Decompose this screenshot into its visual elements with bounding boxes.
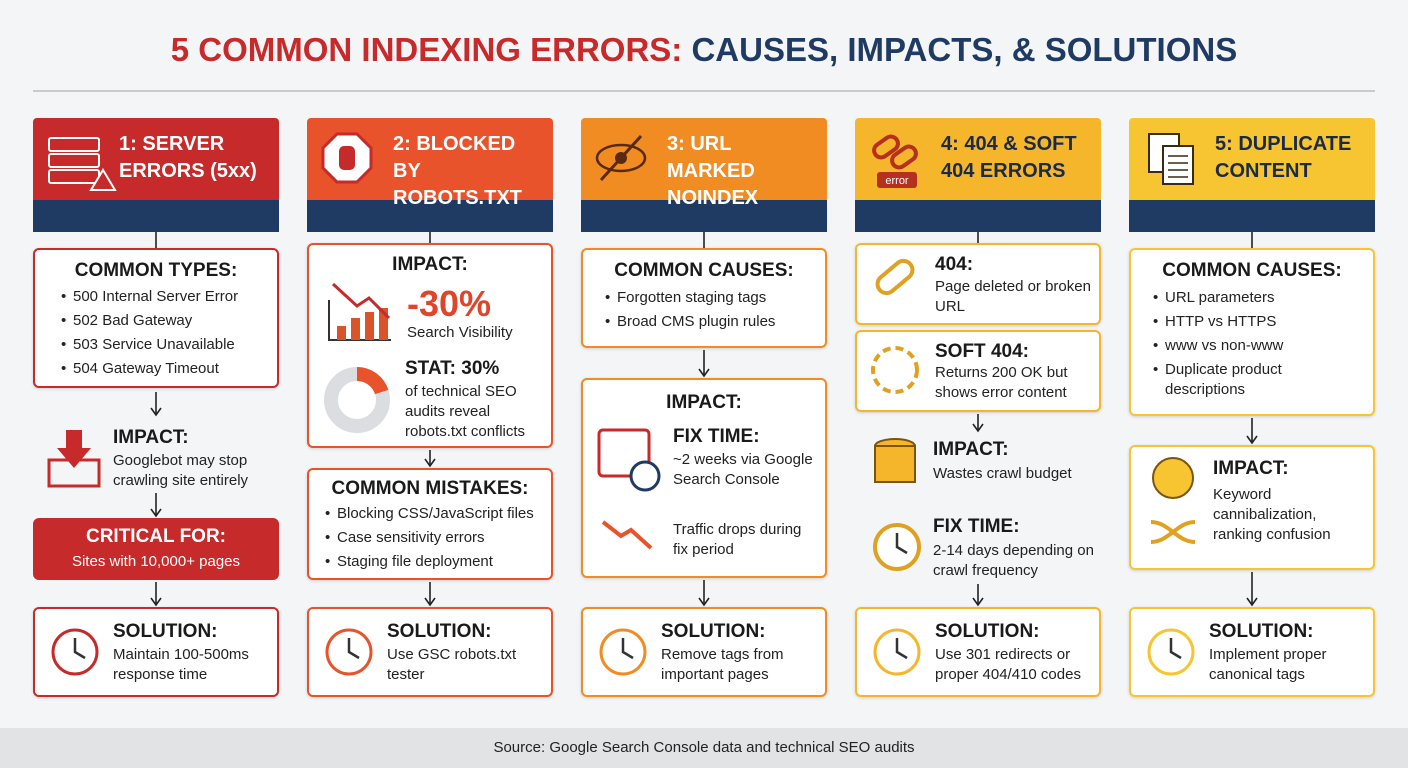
section-heading: COMMON CAUSES: bbox=[1162, 260, 1342, 281]
section-heading: SOLUTION: bbox=[387, 621, 492, 642]
icon bbox=[874, 438, 916, 454]
column-header-base bbox=[307, 200, 553, 232]
section-heading: IMPACT: bbox=[113, 427, 189, 448]
icon bbox=[895, 533, 908, 555]
footer-band bbox=[0, 728, 1408, 768]
impact-figure: -30% bbox=[407, 283, 492, 324]
list-item: 504 Gateway Timeout bbox=[59, 359, 274, 379]
icon bbox=[47, 458, 101, 488]
column-header-base bbox=[33, 200, 279, 232]
section-text: Traffic drops during fix period bbox=[673, 521, 802, 558]
icon bbox=[57, 430, 91, 468]
critical-card bbox=[33, 518, 279, 580]
section-heading: COMMON TYPES: bbox=[74, 260, 238, 281]
card bbox=[1129, 607, 1375, 697]
icon bbox=[874, 445, 916, 483]
arrowhead bbox=[698, 597, 710, 607]
column-header: 5: DUPLICATE CONTENT bbox=[1215, 133, 1352, 182]
title: 5 COMMON INDEXING ERRORS: CAUSES, IMPACT… bbox=[0, 30, 1408, 70]
section-text: Keyword cannibalization, ranking confusi… bbox=[1213, 486, 1331, 543]
section-heading: SOFT 404: bbox=[935, 341, 1029, 362]
section-text: Search Visibility bbox=[407, 324, 513, 341]
section-heading: SOLUTION: bbox=[1209, 621, 1314, 642]
section-heading: CRITICAL FOR: bbox=[85, 526, 227, 547]
arrowhead bbox=[424, 597, 436, 607]
section-heading: STAT: 30% bbox=[405, 358, 500, 379]
arrowhead bbox=[1246, 597, 1258, 607]
section-text: Returns 200 OK but shows error content bbox=[935, 364, 1068, 401]
list-item: 500 Internal Server Error bbox=[59, 287, 274, 307]
list-item: Forgotten staging tags bbox=[603, 288, 818, 308]
list-item: Broad CMS plugin rules bbox=[603, 312, 818, 332]
title-part: 5 COMMON INDEXING ERRORS: bbox=[170, 31, 683, 68]
list-item: 503 Service Unavailable bbox=[59, 335, 274, 355]
section-heading: SOLUTION: bbox=[661, 621, 766, 642]
section-heading: FIX TIME: bbox=[673, 426, 760, 447]
arrowhead bbox=[150, 508, 162, 518]
icon bbox=[873, 523, 921, 571]
arrowhead bbox=[698, 368, 710, 378]
list-item: 502 Bad Gateway bbox=[59, 311, 274, 331]
list-item: URL parameters bbox=[1151, 288, 1361, 308]
section-heading: SOLUTION: bbox=[113, 621, 218, 642]
section-heading: IMPACT: bbox=[666, 392, 742, 413]
column-header-base bbox=[581, 200, 827, 232]
column-header: 1: SERVER ERRORS (5xx) bbox=[119, 133, 257, 182]
section-text: Use GSC robots.txt tester bbox=[387, 646, 517, 683]
column-header: 3: URL MARKED NOINDEX bbox=[667, 133, 759, 209]
section-heading: SOLUTION: bbox=[935, 621, 1040, 642]
card bbox=[307, 243, 553, 448]
section-heading: IMPACT: bbox=[933, 439, 1009, 460]
column-header: 4: 404 & SOFT 404 ERRORS bbox=[941, 133, 1077, 182]
section-heading: COMMON CAUSES: bbox=[614, 260, 794, 281]
section-heading: FIX TIME: bbox=[933, 516, 1020, 537]
list-item: Staging file deployment bbox=[323, 552, 549, 572]
card bbox=[33, 607, 279, 697]
section-text: Use 301 redirects or proper 404/410 code… bbox=[935, 646, 1081, 683]
section-text: Page deleted or broken URL bbox=[935, 278, 1091, 315]
section-text: Wastes crawl budget bbox=[933, 465, 1072, 482]
section-heading: 404: bbox=[935, 254, 974, 275]
section-text: 2-14 days depending on crawl frequency bbox=[933, 542, 1094, 579]
column-header-base bbox=[855, 200, 1101, 232]
section-text: Sites with 10,000+ pages bbox=[71, 553, 241, 570]
title-part: CAUSES, IMPACTS, & SOLUTIONS bbox=[691, 31, 1238, 68]
source-note: Source: Google Search Console data and t… bbox=[493, 739, 915, 756]
section-text: of technical SEO audits reveal robots.tx… bbox=[405, 383, 526, 440]
list-item: HTTP vs HTTPS bbox=[1151, 312, 1361, 332]
list-item: Blocking CSS/JavaScript files bbox=[323, 504, 549, 524]
arrowhead bbox=[972, 423, 984, 433]
section-heading: IMPACT: bbox=[1213, 458, 1289, 479]
list-item: www vs non-www bbox=[1151, 336, 1361, 356]
column-header: 2: BLOCKED BY ROBOTS.TXT bbox=[393, 133, 522, 209]
arrowhead bbox=[150, 597, 162, 607]
section-text: Implement proper canonical tags bbox=[1209, 646, 1327, 683]
section-text: ~2 weeks via Google Search Console bbox=[673, 451, 813, 488]
list-item: Case sensitivity errors bbox=[323, 528, 549, 548]
list-item: Duplicate product descriptions bbox=[1151, 360, 1361, 400]
section-text: Maintain 100-500ms response time bbox=[113, 646, 249, 683]
card bbox=[855, 330, 1101, 412]
section-text: Googlebot may stop crawling site entirel… bbox=[113, 452, 249, 489]
column-header-base bbox=[1129, 200, 1375, 232]
arrowhead bbox=[1246, 435, 1258, 445]
arrowhead bbox=[972, 597, 984, 607]
section-heading: COMMON MISTAKES: bbox=[331, 478, 529, 499]
arrowhead bbox=[424, 458, 436, 468]
section-text: Remove tags from important pages bbox=[661, 646, 784, 683]
arrowhead bbox=[150, 407, 162, 417]
section-heading: IMPACT: bbox=[392, 254, 468, 275]
